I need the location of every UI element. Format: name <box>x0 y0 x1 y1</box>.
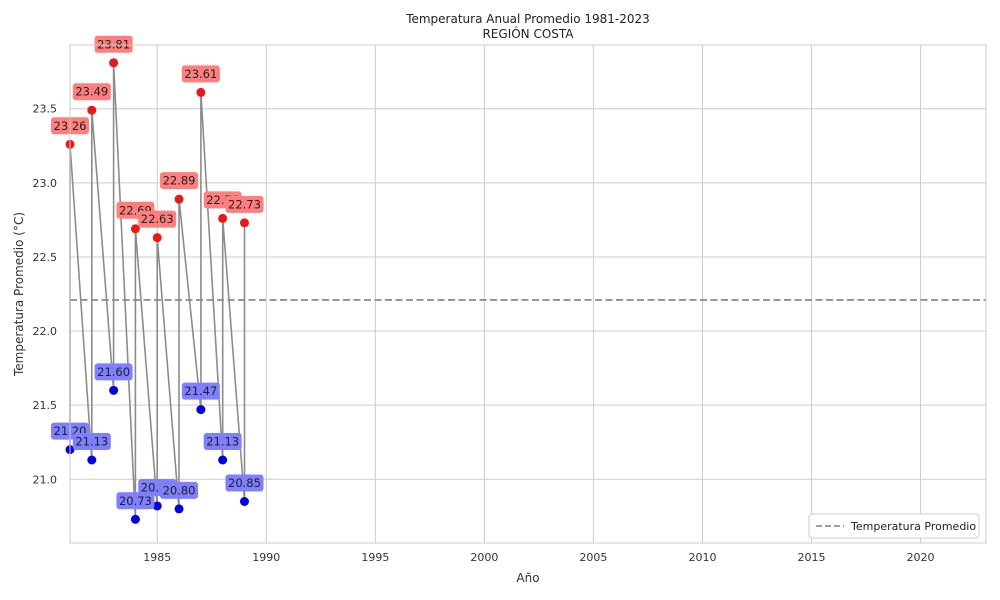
high-temperature-point <box>218 213 228 223</box>
high-temperature-point <box>174 194 184 204</box>
low-temperature-point <box>130 514 140 524</box>
x-tick-label: 2010 <box>688 551 716 564</box>
x-tick-label: 1985 <box>143 551 171 564</box>
data-label-box <box>138 210 177 228</box>
x-tick-label: 2005 <box>579 551 607 564</box>
y-tick-label: 21.5 <box>33 399 58 412</box>
series-line-group <box>69 62 246 520</box>
data-label: 20.80 <box>163 483 196 497</box>
low-temperature-point <box>218 455 228 465</box>
x-tick-label: 1995 <box>361 551 389 564</box>
data-label-box <box>72 433 111 450</box>
x-tick-label: 2000 <box>470 551 498 564</box>
data-label-box <box>160 481 199 499</box>
y-tick-label: 21.0 <box>33 473 58 486</box>
y-tick-labels: 21.0 21.5 22.0 22.5 23.0 23.5 <box>33 103 58 487</box>
data-label: 21.13 <box>75 435 108 449</box>
low-temperature-point <box>152 501 162 511</box>
data-label: 22.63 <box>141 212 174 226</box>
x-axis-label: Año <box>516 571 539 585</box>
chart-subtitle: REGIÓN COSTA <box>482 26 574 41</box>
y-tick-label: 23.5 <box>33 103 58 116</box>
low-temperature-point <box>196 405 206 415</box>
data-label: 21.47 <box>184 384 217 398</box>
data-label-box <box>94 363 133 381</box>
data-label-box <box>160 172 199 190</box>
data-label-box <box>116 492 155 510</box>
low-temperature-point <box>174 504 184 514</box>
data-label: 22.73 <box>228 197 261 211</box>
data-label-box <box>94 35 133 53</box>
high-temperature-point <box>130 224 140 234</box>
grid <box>70 45 986 543</box>
low-temperature-point <box>239 497 249 506</box>
legend-mean-label: Temperatura Promedio <box>850 520 976 533</box>
high-temperature-point <box>152 233 162 243</box>
data-label: 23.61 <box>184 67 217 81</box>
data-label-box <box>181 65 220 83</box>
high-temperature-point <box>109 58 119 68</box>
y-tick-label: 23.0 <box>33 177 58 190</box>
y-tick-label: 22.5 <box>33 251 58 264</box>
chart-title: Temperatura Anual Promedio 1981-2023 <box>405 12 650 26</box>
x-tick-label: 2015 <box>798 551 826 564</box>
data-label: 20.73 <box>119 494 152 508</box>
data-label: 21.13 <box>206 435 239 449</box>
legend: Temperatura Promedio <box>808 513 980 539</box>
x-tick-labels: 1985 1990 1995 2000 2005 2010 2015 2020 <box>143 551 934 564</box>
data-label: 22.89 <box>163 174 196 188</box>
data-label-box <box>225 195 264 213</box>
high-temperature-point <box>239 218 249 228</box>
data-label: 21.60 <box>97 365 130 379</box>
high-temperature-point <box>87 105 97 115</box>
low-temperature-point <box>109 385 119 395</box>
data-label: 23.49 <box>75 85 108 99</box>
y-tick-label: 22.0 <box>33 325 58 338</box>
y-axis-label: Temperatura Promedio (°C) <box>12 212 26 377</box>
data-label-box <box>203 433 242 450</box>
legend-box <box>808 513 980 539</box>
high-temperature-point <box>196 87 206 97</box>
data-label: 23.81 <box>97 37 130 51</box>
x-tick-label: 2020 <box>907 551 935 564</box>
data-label-box <box>181 382 220 400</box>
series-line <box>69 62 246 520</box>
plot-frame <box>69 44 987 544</box>
points-group <box>65 58 249 524</box>
data-label-box <box>225 474 264 492</box>
data-label: 20.85 <box>228 476 261 490</box>
plot-area <box>70 45 986 543</box>
low-temperature-point <box>87 455 97 465</box>
x-tick-label: 1990 <box>252 551 280 564</box>
data-label-box <box>72 83 111 101</box>
